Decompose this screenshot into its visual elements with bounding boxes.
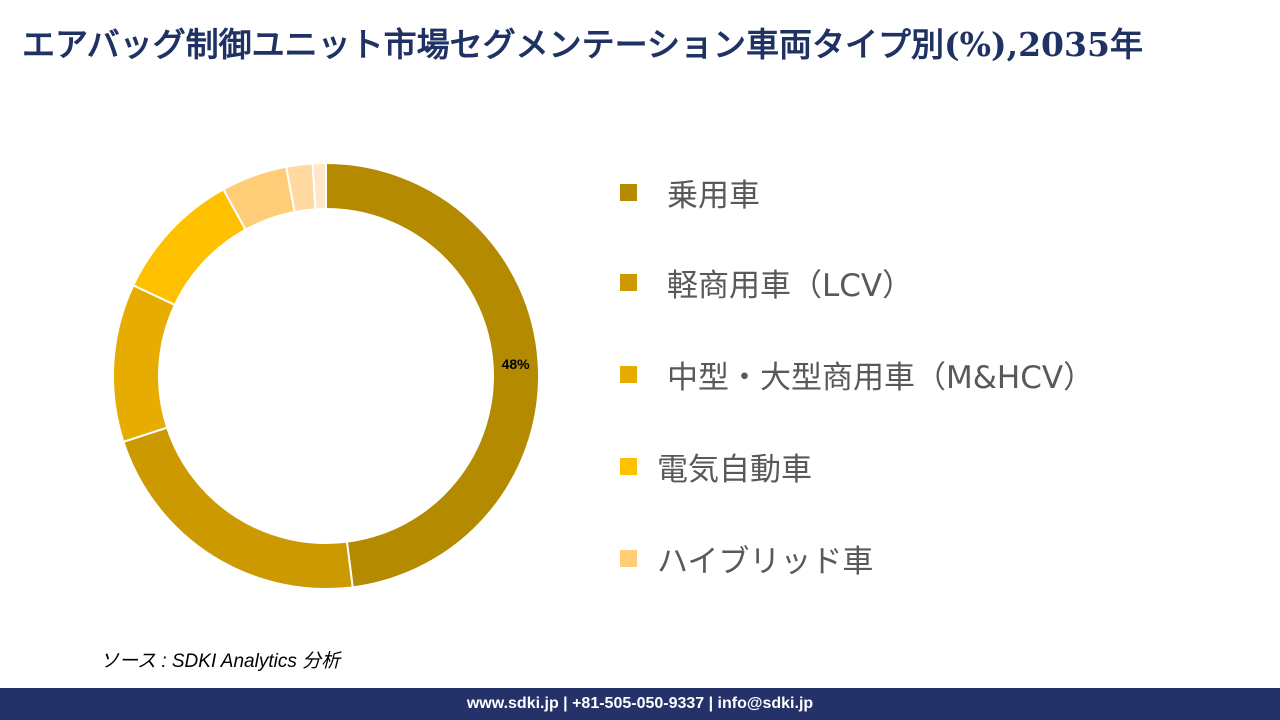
legend-swatch [620,274,637,291]
legend-item: 軽商用車（LCV） [620,260,913,305]
slice-data-label: 48% [502,356,531,372]
legend-swatch [620,184,637,201]
donut-slice [112,283,177,444]
legend-swatch [620,550,637,567]
legend-label: ハイブリッド車 [657,544,874,580]
legend-label: 電気自動車 [657,452,812,488]
source-note: ソース : SDKI Analytics 分析 [100,651,341,672]
donut-slice [131,187,247,307]
legend-swatch [620,458,637,475]
chart-title: エアバッグ制御ユニット市場セグメンテーション車両タイプ別(%),2035年 [22,25,1143,64]
legend-label: 乗用車 [667,178,760,214]
legend-label: 中型・大型商用車（M&HCV） [667,360,1095,396]
legend-item: 中型・大型商用車（M&HCV） [620,352,1094,397]
donut-slice [311,161,327,211]
legend-label: 軽商用車（LCV） [667,268,914,304]
footer-contact: www.sdki.jp | +81-505-050-9337 | info@sd… [0,688,1280,720]
donut-slice [122,426,354,590]
donut-slice [325,161,540,589]
legend-item: ハイブリッド車 [620,536,873,581]
legend-item: 乗用車 [620,170,760,215]
legend-swatch [620,366,637,383]
legend-item: 電気自動車 [620,444,812,489]
